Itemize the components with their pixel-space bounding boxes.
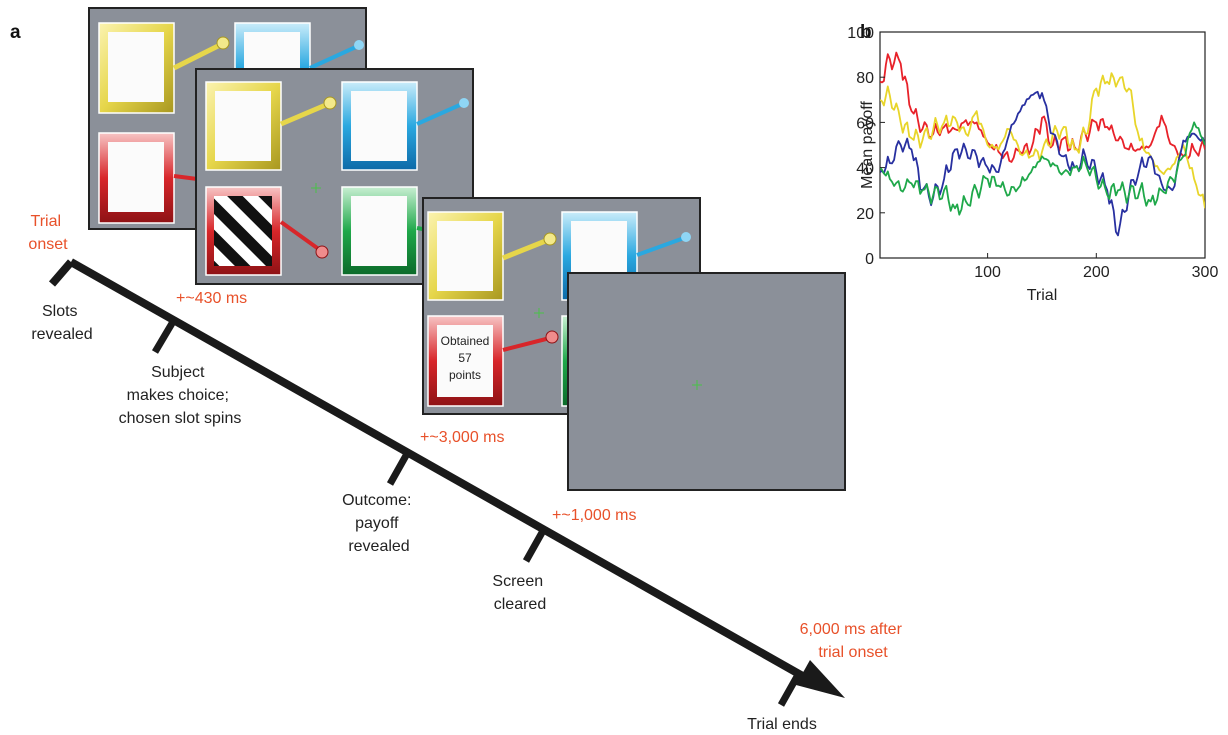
chart-x-tick-label: 300 [1192, 264, 1219, 281]
chart-y-tick-label: 100 [847, 25, 874, 42]
fixation-cross-icon [534, 308, 544, 318]
label-trial-onset: Trial onset [28, 213, 68, 253]
slot-machine-red [98, 132, 206, 224]
chart-x-tick-label: 100 [974, 264, 1001, 281]
chart-series-line-1 [880, 51, 1205, 163]
label-timing-430: +~430 ms [176, 290, 247, 307]
slot-machine-blue [341, 81, 469, 171]
label-outcome: Outcome: payoff revealed [342, 492, 416, 555]
slot-machine-green [341, 186, 474, 276]
chart-y-tick-label: 40 [856, 161, 874, 178]
chart-y-tick-label: 20 [856, 206, 874, 223]
label-choice: Subject makes choice; chosen slot spins [119, 364, 242, 427]
chart-x-axis-label: Trial [1027, 287, 1058, 304]
chart-y-tick-label: 60 [856, 115, 874, 132]
chart-y-axis-label: Mean payoff [859, 101, 876, 189]
panel-b-letter: b [860, 22, 872, 43]
label-timing-1000: +~1,000 ms [552, 507, 637, 524]
slot-machine-yellow [205, 81, 337, 171]
label-timing-6000: 6,000 ms after trial onset [800, 621, 907, 661]
label-slots-revealed: Slots revealed [31, 303, 92, 343]
panel-a-letter: a [10, 22, 21, 43]
slot-machine-red-spinning [205, 186, 329, 276]
label-timing-3000: +~3,000 ms [420, 429, 505, 446]
label-screen-cleared: Screen cleared [492, 573, 547, 613]
payoff-chart: 0 20 40 60 80 100 100 200 300 Trial Mean payoff [847, 25, 1218, 304]
outcome-points-value: 57 [458, 351, 472, 365]
outcome-text-line-3: points [449, 368, 481, 382]
tick-cleared [522, 527, 548, 563]
tick-choice [151, 318, 178, 354]
chart-series-line-4 [880, 121, 1205, 216]
fixation-cross-icon [692, 380, 702, 390]
slot-machine-yellow [427, 211, 557, 301]
slot-machine-red-outcome: Obtained 57 points [427, 315, 559, 407]
tick-trial-end [777, 671, 803, 707]
chart-y-tick-label: 80 [856, 70, 874, 87]
outcome-text-line-1: Obtained [441, 334, 490, 348]
screen-cleared [567, 272, 846, 491]
chart-plot-area [879, 31, 1206, 259]
label-trial-ends: Trial ends [747, 716, 817, 733]
fixation-cross-icon [311, 183, 321, 193]
chart-y-tick-label: 0 [865, 251, 874, 268]
timeline [48, 258, 845, 707]
chart-x-tick-label: 200 [1083, 264, 1110, 281]
slot-machine-yellow [98, 22, 230, 114]
tick-outcome [386, 450, 412, 486]
